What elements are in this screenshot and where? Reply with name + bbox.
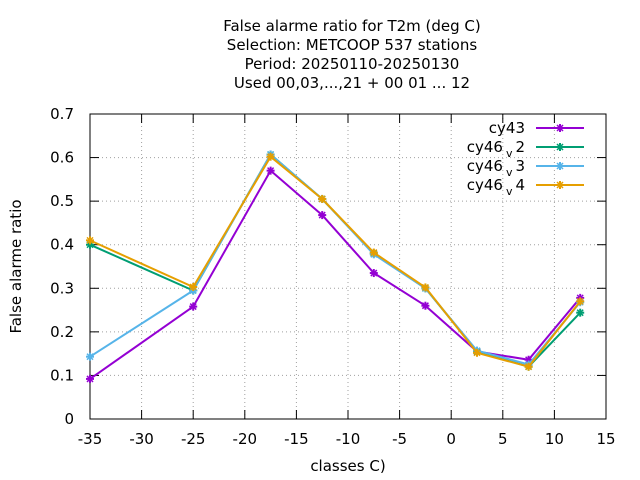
- series-1: [86, 150, 585, 371]
- x-tick-label: -25: [181, 430, 206, 448]
- legend-marker: [556, 143, 564, 151]
- x-tick-label: -5: [392, 430, 407, 448]
- legend-label: cy46 v 3: [467, 157, 525, 179]
- data-point: [86, 374, 94, 383]
- legend-entry-0: cy43: [489, 119, 584, 137]
- y-tick-label: 0.2: [50, 323, 74, 341]
- x-tick-label: -10: [336, 430, 361, 448]
- legend-label: cy46 v 4: [467, 176, 525, 198]
- series-line: [89, 169, 581, 380]
- x-tick-label: 5: [498, 430, 508, 448]
- data-point: [576, 308, 585, 317]
- data-point: [421, 283, 430, 292]
- title-line-0: False alarme ratio for T2m (deg C): [223, 17, 481, 35]
- legend-label: cy43: [489, 119, 525, 137]
- chart-title: False alarme ratio for T2m (deg C)Select…: [223, 17, 481, 92]
- data-point: [318, 194, 327, 203]
- y-tick-label: 0.7: [50, 105, 74, 123]
- x-tick-label: 10: [545, 430, 564, 448]
- legend-entry-1: cy46 v 2: [467, 138, 584, 160]
- data-point: [369, 269, 378, 278]
- y-tick-label: 0: [64, 410, 74, 428]
- series-2: [86, 150, 585, 369]
- data-point: [576, 297, 585, 306]
- data-point: [189, 302, 198, 311]
- series-0: [86, 166, 585, 383]
- x-tick-label: -20: [233, 430, 258, 448]
- y-tick-label: 0.6: [50, 149, 74, 167]
- y-tick-label: 0.1: [50, 366, 74, 384]
- data-point: [266, 166, 275, 175]
- x-tick-label: -30: [129, 430, 154, 448]
- y-tick-label: 0.5: [50, 192, 74, 210]
- data-point: [524, 362, 533, 371]
- data-point: [473, 348, 481, 357]
- axes: -35 -30 -25 -20 -15 -10 -5 0 5 10 15 0 0.1 0.2 0.3 0.4 0…: [50, 105, 615, 448]
- y-tick-label: 0.4: [50, 236, 74, 254]
- x-tick-label: -15: [284, 430, 309, 448]
- legend-marker: [556, 162, 564, 170]
- y-tick-label: 0.3: [50, 279, 74, 297]
- title-line-1: Selection: METCOOP 537 stations: [227, 36, 478, 54]
- x-tick-label: 15: [596, 430, 615, 448]
- x-axis-label: classes C): [310, 457, 385, 475]
- data-point: [369, 248, 378, 257]
- title-line-3: Used 00,03,...,21 + 00 01 ... 12: [234, 74, 470, 92]
- legend-entry-3: cy46 v 4: [467, 176, 584, 198]
- legend-marker: [556, 181, 564, 189]
- data-point: [421, 301, 430, 310]
- series-lines: [86, 150, 585, 383]
- legend-marker: [556, 124, 564, 132]
- y-axis-label: False alarme ratio: [7, 199, 25, 333]
- x-tick-label: 0: [446, 430, 456, 448]
- grid: [90, 114, 606, 419]
- title-line-2: Period: 20250110-20250130: [245, 55, 460, 73]
- legend-entry-2: cy46 v 3: [467, 157, 584, 179]
- x-tick-label: -35: [78, 430, 103, 448]
- data-point: [266, 152, 275, 161]
- data-point: [189, 282, 198, 291]
- series-3: [86, 152, 585, 371]
- data-point: [86, 236, 94, 245]
- data-point: [318, 211, 327, 220]
- data-point: [86, 352, 94, 361]
- legend-label: cy46 v 2: [467, 138, 525, 160]
